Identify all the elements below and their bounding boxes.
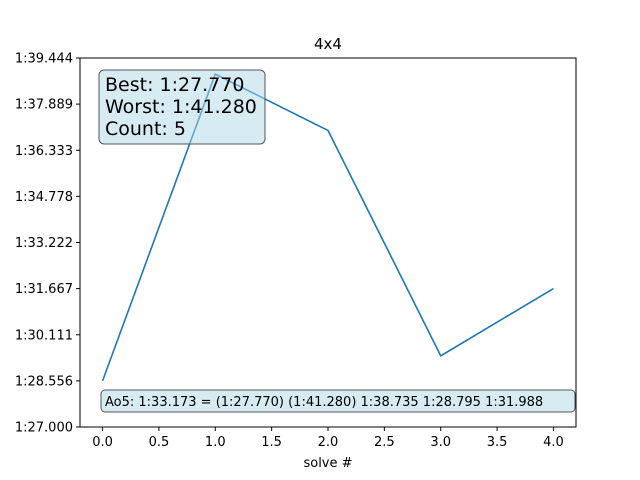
x-tick-label: 1.0 (205, 435, 226, 450)
chart-title: 4x4 (314, 35, 342, 53)
y-tick-label: 1:33.222 (15, 236, 73, 251)
x-tick-label: 0.0 (92, 435, 113, 450)
x-tick-label: 3.5 (487, 435, 508, 450)
ao5-text: Ao5: 1:33.173 = (1:27.770) (1:41.280) 1:… (105, 395, 543, 410)
x-tick-label: 3.0 (430, 435, 451, 450)
stats-worst: Worst: 1:41.280 (105, 96, 257, 118)
y-tick-label: 1:37.889 (15, 98, 73, 113)
ao5-box: Ao5: 1:33.173 = (1:27.770) (1:41.280) 1:… (100, 389, 576, 413)
y-axis: 1:27.000 1:28.556 1:30.111 1:31.667 1:33.222… (15, 52, 80, 436)
y-tick-label: 1:31.667 (15, 282, 73, 297)
x-tick-label: 4.0 (543, 435, 564, 450)
y-tick-label: 1:28.556 (15, 374, 73, 389)
ao5-box-background (100, 389, 576, 413)
y-tick-label: 1:34.778 (15, 190, 73, 205)
y-tick-label: 1:36.333 (15, 144, 73, 159)
x-axis-label: solve # (303, 456, 352, 471)
x-tick-label: 2.0 (318, 435, 339, 450)
stats-box: Best: 1:27.770 Worst: 1:41.280 Count: 5 (98, 69, 266, 145)
x-tick-label: 0.5 (149, 435, 170, 450)
stats-box-background (98, 69, 266, 145)
y-tick-label: 1:27.000 (15, 421, 73, 436)
x-axis: 0.0 0.5 1.0 1.5 2.0 2.5 3.0 3.5 4.0 (92, 427, 564, 450)
y-tick-label: 1:39.444 (15, 52, 73, 67)
x-tick-label: 1.5 (261, 435, 282, 450)
y-tick-label: 1:30.111 (15, 328, 73, 343)
x-tick-label: 2.5 (374, 435, 395, 450)
plot-frame (79, 57, 577, 428)
stats-count: Count: 5 (105, 118, 186, 140)
stats-best: Best: 1:27.770 (105, 74, 245, 96)
